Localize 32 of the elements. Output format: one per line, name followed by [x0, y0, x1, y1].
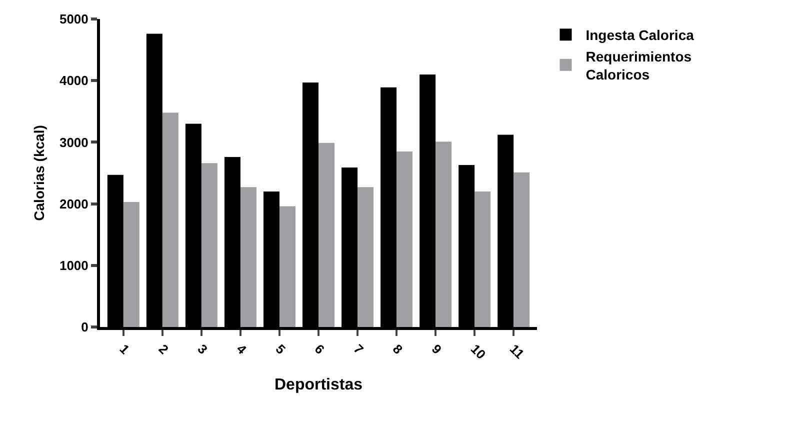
x-tick-label: 6 — [312, 341, 328, 357]
x-tick-label: 2 — [156, 341, 172, 357]
x-tick-label: 8 — [390, 341, 406, 357]
bar — [318, 142, 334, 327]
bar — [436, 142, 452, 327]
bar — [123, 202, 140, 327]
x-tick-label: 5 — [272, 341, 288, 357]
y-tick-label: 0 — [81, 320, 88, 335]
y-tick-label: 4000 — [59, 73, 88, 88]
y-tick-label: 2000 — [59, 196, 88, 212]
y-tick-label: 3000 — [59, 134, 88, 150]
bar — [474, 191, 491, 327]
x-tick-label: 11 — [506, 341, 528, 362]
y-tick-label: 1000 — [59, 258, 88, 273]
x-axis-title: Deportistas — [274, 376, 363, 394]
bar — [279, 206, 296, 327]
y-axis-title: Calorias (kcal) — [31, 125, 48, 221]
bar — [240, 187, 256, 327]
x-tick-label: 3 — [194, 341, 210, 357]
bar — [396, 151, 413, 327]
x-tick-label: 7 — [350, 341, 367, 357]
x-tick-label: 10 — [468, 341, 489, 362]
legend-label: Requerimientos Caloricos — [586, 48, 692, 82]
bar — [201, 163, 218, 327]
x-tick-label: 9 — [428, 341, 445, 357]
bar — [514, 172, 530, 327]
bar — [358, 187, 374, 327]
bar — [162, 112, 178, 327]
legend-label: Ingesta Calorica — [586, 27, 694, 44]
y-tick-label: 5000 — [59, 12, 88, 27]
x-tick-label: 1 — [116, 341, 132, 357]
x-tick-label: 4 — [234, 341, 250, 358]
